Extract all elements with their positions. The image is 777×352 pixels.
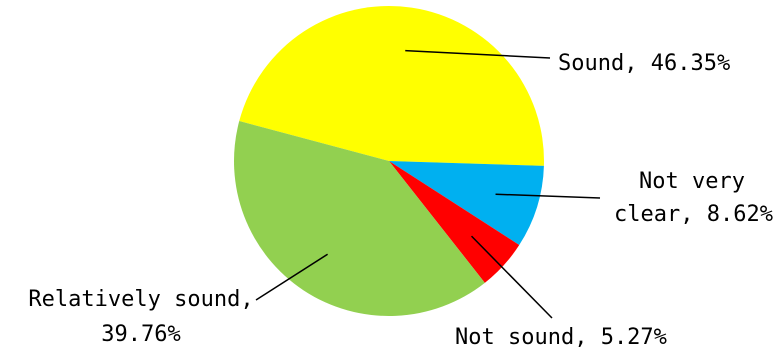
leader-line-relatively-sound <box>255 253 329 301</box>
leader-line-not-very-clear <box>495 193 601 199</box>
leader-lines <box>255 49 601 319</box>
pie-slice-not-very-clear <box>389 161 544 246</box>
data-label-not-very-clear-line-2: clear, 8.62% <box>614 202 773 227</box>
data-label-not-very-clear-line-1: Not very <box>639 169 745 194</box>
leader-line-sound <box>405 49 551 59</box>
data-label-not-sound-line-1: Not sound, 5.27% <box>455 325 667 350</box>
data-label-relatively-sound-line-1: Relatively sound, <box>28 287 253 312</box>
pie-slices <box>233 5 544 316</box>
data-label-relatively-sound-line-2: 39.76% <box>101 322 180 347</box>
leader-line-not-sound <box>470 235 553 319</box>
data-labels: Sound, 46.35% Not very clear, 8.62% Not sou… <box>28 51 773 350</box>
pie-slice-sound <box>239 5 544 166</box>
pie-slice-relatively-sound <box>233 121 485 316</box>
data-label-sound-line-1: Sound, 46.35% <box>558 51 730 76</box>
